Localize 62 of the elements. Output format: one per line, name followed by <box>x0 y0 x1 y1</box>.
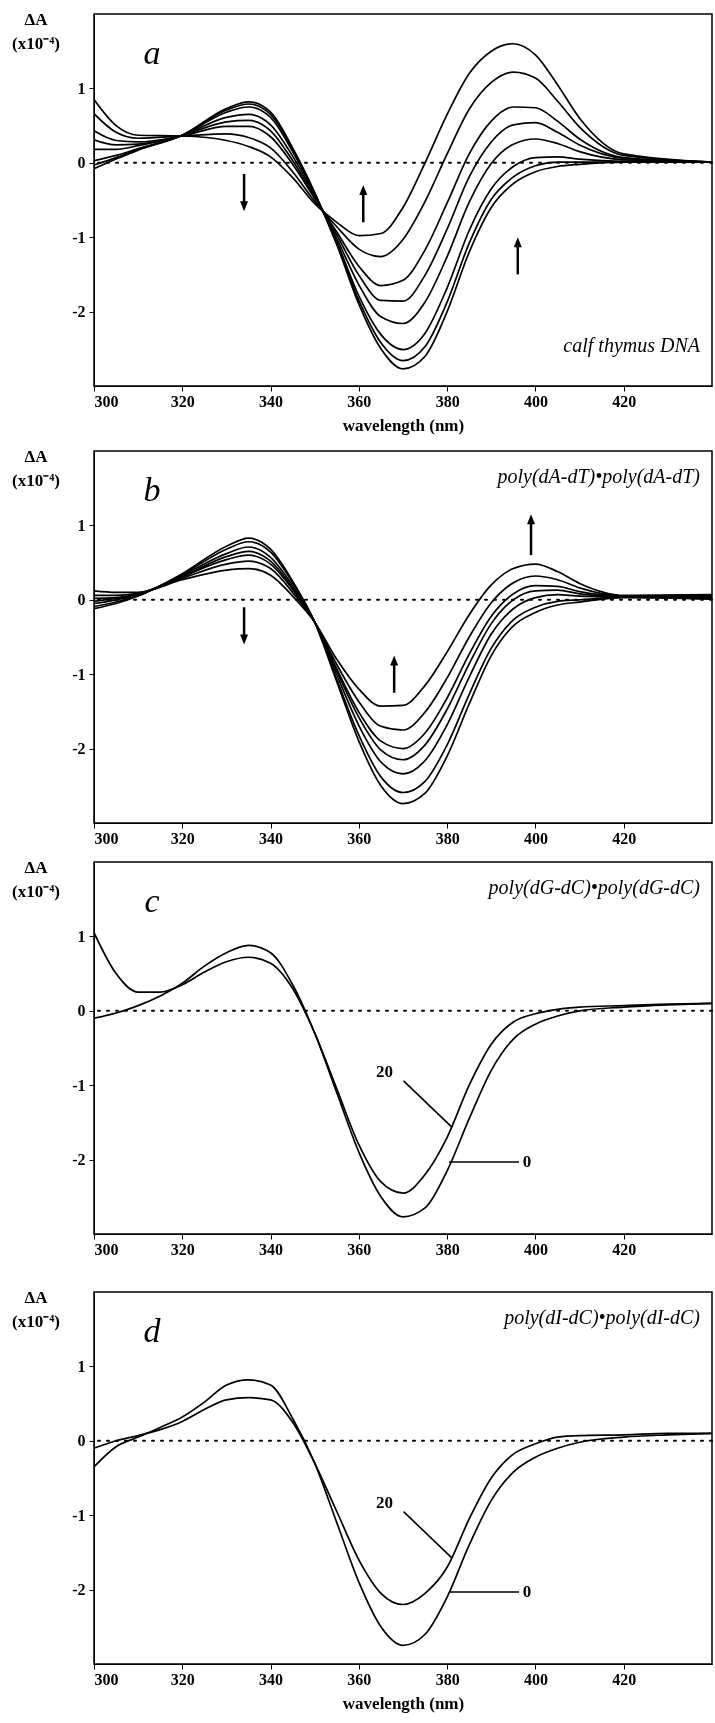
x-tick-label: 420 <box>612 1670 637 1688</box>
x-tick-label: 400 <box>523 392 548 410</box>
x-tick-label: 320 <box>170 1670 195 1688</box>
x-tick-label: 420 <box>612 829 637 847</box>
x-tick-label: 320 <box>170 392 195 410</box>
annotation: 20 <box>376 1492 394 1512</box>
text: calf thymus DNA <box>563 334 701 357</box>
text: poly(dI-dC)•poly(dI-dC) <box>502 1306 701 1329</box>
x-tick-label: 340 <box>259 1240 284 1258</box>
y-tick-label: -2 <box>72 1151 86 1169</box>
x-tick-label: 340 <box>259 392 284 410</box>
y-tick-label: -1 <box>72 228 86 246</box>
y-tick-label: 0 <box>77 154 86 172</box>
x-tick-label: 320 <box>170 1240 195 1258</box>
annotation: 0 <box>522 1152 532 1171</box>
y-tick-label: 1 <box>77 516 86 534</box>
text: a <box>143 34 161 71</box>
y-tick-label: -2 <box>72 740 86 758</box>
y-tick-label: 0 <box>77 1002 86 1020</box>
x-tick-label: 360 <box>347 829 372 847</box>
x-tick-label: 300 <box>94 1670 119 1688</box>
y-axis-title: ΔA (x10⁻⁴) <box>12 10 60 53</box>
x-tick-label: 300 <box>94 1240 119 1258</box>
x-axis-title: wavelength (nm) <box>342 1693 465 1713</box>
x-tick-label: 400 <box>523 1240 548 1258</box>
y-tick-label: 1 <box>77 1357 86 1375</box>
y-axis-title: ΔA (x10⁻⁴) <box>12 858 60 901</box>
x-tick-label: 400 <box>523 1670 548 1688</box>
y-tick-label: -2 <box>72 1581 86 1599</box>
y-tick-label: -1 <box>72 1076 86 1094</box>
x-tick-label: 340 <box>259 829 284 847</box>
y-tick-label: 0 <box>77 591 86 609</box>
y-axis-title: ΔA (x10⁻⁴) <box>12 1288 60 1331</box>
x-tick-label: 360 <box>347 1240 372 1258</box>
y-tick-label: 1 <box>77 79 86 97</box>
x-tick-label: 420 <box>612 1240 637 1258</box>
x-tick-label: 360 <box>347 392 372 410</box>
x-tick-label: 380 <box>435 1670 460 1688</box>
y-tick-label: 1 <box>77 927 86 945</box>
text: poly(dA-dT)•poly(dA-dT) <box>495 465 701 488</box>
y-tick-label: -1 <box>72 1506 86 1524</box>
y-tick-label: -2 <box>72 303 86 321</box>
annotation: 20 <box>376 1061 394 1081</box>
x-tick-label: 360 <box>347 1670 372 1688</box>
x-axis-title: wavelength (nm) <box>342 415 465 435</box>
text: b <box>143 471 161 508</box>
x-tick-label: 380 <box>435 1240 460 1258</box>
x-tick-label: 300 <box>94 392 119 410</box>
x-tick-label: 380 <box>435 392 460 410</box>
x-tick-label: 380 <box>435 829 460 847</box>
y-tick-label: -1 <box>72 665 86 683</box>
x-tick-label: 420 <box>612 392 637 410</box>
text: d <box>143 1312 162 1349</box>
y-axis-title: ΔA (x10⁻⁴) <box>12 447 60 490</box>
annotation: 0 <box>522 1582 532 1601</box>
x-tick-label: 320 <box>170 829 195 847</box>
x-tick-label: 300 <box>94 829 119 847</box>
x-tick-label: 400 <box>523 829 548 847</box>
x-tick-label: 340 <box>259 1670 284 1688</box>
y-tick-label: 0 <box>77 1432 86 1450</box>
text: poly(dG-dC)•poly(dG-dC) <box>486 876 701 899</box>
text: c <box>144 882 160 919</box>
